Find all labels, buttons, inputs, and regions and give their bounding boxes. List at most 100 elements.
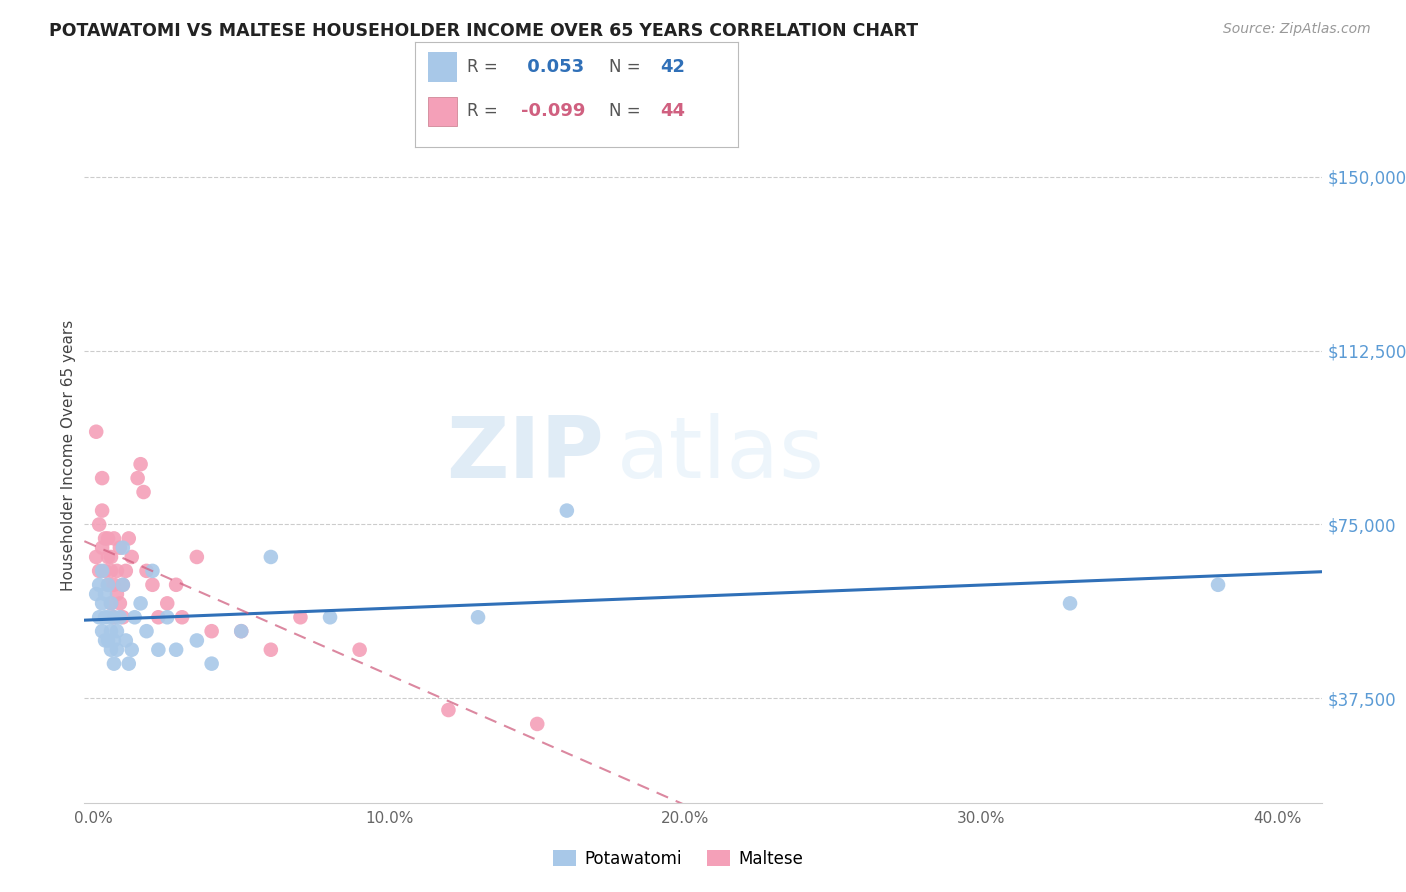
Point <box>89 610 111 624</box>
Point <box>141 564 163 578</box>
Point <box>89 564 111 578</box>
Point <box>108 610 131 624</box>
Point <box>94 587 117 601</box>
Point <box>349 642 371 657</box>
Point <box>103 633 125 648</box>
Point <box>186 633 208 648</box>
Point <box>111 578 134 592</box>
Point <box>319 610 342 624</box>
Point <box>103 657 125 671</box>
Point <box>89 517 111 532</box>
Point <box>1206 578 1229 592</box>
Point <box>231 624 253 639</box>
Point <box>103 610 125 624</box>
Bar <box>427 53 457 82</box>
Point <box>100 624 122 639</box>
Point <box>105 587 128 601</box>
Point <box>135 564 157 578</box>
Point <box>201 624 224 639</box>
Point <box>186 549 208 564</box>
Point <box>124 610 146 624</box>
Point <box>121 549 143 564</box>
Point <box>526 717 548 731</box>
Point <box>108 541 131 555</box>
Point <box>84 549 107 564</box>
Point <box>148 642 170 657</box>
Point <box>100 642 122 657</box>
Point <box>260 642 283 657</box>
Point <box>156 596 179 610</box>
Point <box>129 596 152 610</box>
Point <box>108 596 131 610</box>
Legend: Potawatomi, Maltese: Potawatomi, Maltese <box>547 843 810 874</box>
Point <box>141 578 163 592</box>
Point <box>103 578 125 592</box>
Point <box>111 541 134 555</box>
Text: -0.099: -0.099 <box>522 103 586 120</box>
Point <box>114 564 136 578</box>
Point <box>132 485 155 500</box>
Text: N =: N = <box>609 103 645 120</box>
Point <box>100 549 122 564</box>
Text: POTAWATOMI VS MALTESE HOUSEHOLDER INCOME OVER 65 YEARS CORRELATION CHART: POTAWATOMI VS MALTESE HOUSEHOLDER INCOME… <box>49 22 918 40</box>
Point <box>156 610 179 624</box>
Point <box>260 549 283 564</box>
Point <box>91 596 114 610</box>
Point <box>165 642 187 657</box>
Point <box>165 578 187 592</box>
Point <box>231 624 253 639</box>
Point <box>103 610 125 624</box>
Point <box>129 457 152 471</box>
Text: Source: ZipAtlas.com: Source: ZipAtlas.com <box>1223 22 1371 37</box>
Text: R =: R = <box>467 103 502 120</box>
Point <box>97 532 120 546</box>
Point <box>467 610 489 624</box>
Point <box>290 610 312 624</box>
Point <box>100 596 122 610</box>
Point <box>148 610 170 624</box>
Point <box>91 541 114 555</box>
Point <box>94 532 117 546</box>
Text: ZIP: ZIP <box>446 413 605 497</box>
Point <box>103 532 125 546</box>
Point <box>97 633 120 648</box>
Point <box>111 578 134 592</box>
Point <box>127 471 149 485</box>
Text: 42: 42 <box>661 58 686 76</box>
Point <box>114 633 136 648</box>
Text: N =: N = <box>609 58 645 76</box>
Point <box>97 610 120 624</box>
Point <box>135 624 157 639</box>
Point <box>97 549 120 564</box>
Point <box>91 624 114 639</box>
Bar <box>427 96 457 126</box>
Point <box>118 532 141 546</box>
Point <box>201 657 224 671</box>
Point <box>91 564 114 578</box>
Point <box>105 624 128 639</box>
Point <box>105 642 128 657</box>
Point <box>94 610 117 624</box>
Text: atlas: atlas <box>616 413 824 497</box>
Point <box>121 642 143 657</box>
Point <box>89 578 111 592</box>
Y-axis label: Householder Income Over 65 years: Householder Income Over 65 years <box>60 319 76 591</box>
Point <box>94 564 117 578</box>
Text: R =: R = <box>467 58 502 76</box>
Text: 0.053: 0.053 <box>522 58 585 76</box>
Point <box>97 578 120 592</box>
Point <box>437 703 460 717</box>
Point <box>555 503 578 517</box>
Point <box>84 587 107 601</box>
Point <box>91 503 114 517</box>
Point <box>100 596 122 610</box>
Point <box>170 610 193 624</box>
Point <box>84 425 107 439</box>
Point <box>100 564 122 578</box>
Point <box>111 610 134 624</box>
Point <box>94 633 117 648</box>
Point <box>105 564 128 578</box>
Point <box>91 471 114 485</box>
Point <box>1059 596 1081 610</box>
Text: 44: 44 <box>661 103 686 120</box>
